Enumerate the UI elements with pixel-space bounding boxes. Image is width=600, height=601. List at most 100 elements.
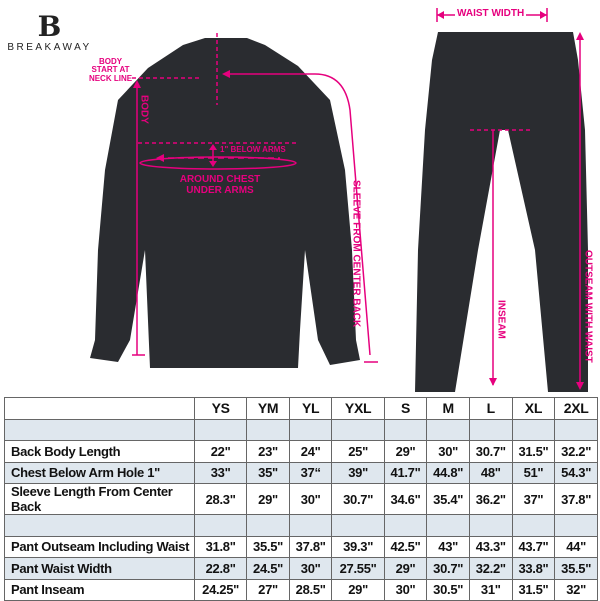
logo-text: BREAKAWAY	[7, 42, 92, 53]
measurement-cell: 30"	[288, 483, 333, 515]
measurement-cell	[246, 418, 290, 441]
measurement-cell: 27.55"	[331, 557, 385, 580]
measurement-cell: 35.5"	[554, 557, 598, 580]
size-header: YS	[193, 397, 248, 420]
row-label	[4, 514, 195, 537]
label-inseam: INSEAM	[495, 300, 507, 339]
measurement-cell	[193, 418, 248, 441]
measurement-cell: 37"	[511, 483, 556, 515]
measurement-cell: 25"	[331, 440, 385, 463]
pants-image	[415, 32, 588, 392]
measurement-cell	[426, 514, 470, 537]
row-label: Pant Inseam	[4, 578, 195, 601]
jacket-image	[90, 38, 360, 368]
size-chart-table: YS YM YL YXL S M L XL 2XL Back Body Length 22" 23"…	[4, 397, 598, 601]
measurement-cell: 33"	[193, 461, 248, 484]
measurement-cell	[468, 418, 513, 441]
measurement-cell	[511, 418, 556, 441]
measurement-cell: 29"	[383, 557, 428, 580]
measurement-cell: 54.3"	[554, 461, 598, 484]
measurement-cell: 44"	[554, 535, 598, 558]
measurement-cell: 30.7"	[331, 483, 385, 515]
measurement-cell: 29"	[246, 483, 290, 515]
table-row: Pant Waist Width 22.8" 24.5" 30" 27.55" 29" 30…	[4, 557, 598, 580]
measurement-cell	[426, 418, 470, 441]
row-label: Pant Waist Width	[4, 557, 195, 580]
measurement-cell: 39"	[331, 461, 385, 484]
measurement-cell: 31.8"	[193, 535, 248, 558]
size-header: L	[468, 397, 513, 420]
measurement-cell: 42.5"	[383, 535, 428, 558]
measurement-cell: 24.5"	[246, 557, 290, 580]
measurement-cell: 41.7"	[383, 461, 428, 484]
measurement-cell: 51"	[511, 461, 556, 484]
label-below-arms: 1" BELOW ARMS	[220, 145, 286, 154]
measurement-cell: 37.8"	[554, 483, 598, 515]
measurement-cell: 24"	[288, 440, 333, 463]
measurement-cell: 43.3"	[468, 535, 513, 558]
size-header-row: YS YM YL YXL S M L XL 2XL	[4, 397, 598, 420]
measurement-cell: 32.2"	[468, 557, 513, 580]
measurement-cell: 34.6"	[383, 483, 428, 515]
measurement-cell: 37“	[288, 461, 333, 484]
label-body-start: BODY START AT NECK LINE	[88, 57, 133, 83]
row-label: Sleeve Length From Center Back	[4, 483, 195, 515]
size-header: YL	[288, 397, 333, 420]
row-label: Chest Below Arm Hole 1"	[4, 461, 195, 484]
table-row: Sleeve Length From Center Back 28.3" 29" 30…	[4, 483, 598, 515]
measurement-cell: 28.5"	[288, 578, 333, 601]
table-row: Pant Outseam Including Waist 31.8" 35.5" 37…	[4, 535, 598, 558]
measurement-cell: 37.8"	[288, 535, 333, 558]
table-row: Pant Inseam 24.25" 27" 28.5" 29" 30" 30.5" 31" 3…	[4, 578, 598, 601]
measurement-cell	[383, 514, 428, 537]
measurement-cell: 22"	[193, 440, 248, 463]
size-header: YM	[246, 397, 290, 420]
measurement-cell: 44.8"	[426, 461, 470, 484]
row-label: Pant Outseam Including Waist	[4, 535, 195, 558]
measurement-cell	[331, 514, 385, 537]
size-header: 2XL	[554, 397, 598, 420]
arrowheads	[133, 11, 584, 390]
measurement-cell: 33.8"	[511, 557, 556, 580]
size-header: M	[426, 397, 470, 420]
corner-cell	[4, 397, 195, 420]
table-row	[4, 418, 598, 441]
measurement-cell: 48"	[468, 461, 513, 484]
row-label	[4, 418, 195, 441]
measurement-cell	[468, 514, 513, 537]
measurement-cell: 28.3"	[193, 483, 248, 515]
measurement-cell: 32"	[554, 578, 598, 601]
measurement-cell	[193, 514, 248, 537]
measurement-cell	[331, 418, 385, 441]
label-outseam: OUTSEAM WITH WAIST	[582, 250, 594, 363]
brand-logo: B BREAKAWAY	[7, 10, 92, 54]
measurement-cell	[554, 514, 598, 537]
label-body: BODY	[138, 95, 150, 124]
size-header: YXL	[331, 397, 385, 420]
measurement-cell: 31"	[468, 578, 513, 601]
measurement-cell	[288, 514, 333, 537]
measurement-cell: 30"	[383, 578, 428, 601]
measurement-cell: 43"	[426, 535, 470, 558]
measurement-cell: 29"	[331, 578, 385, 601]
measurement-cell: 35.5"	[246, 535, 290, 558]
measurement-cell	[288, 418, 333, 441]
measurement-cell: 29"	[383, 440, 428, 463]
measurement-cell: 43.7"	[511, 535, 556, 558]
measurement-cell: 30.7"	[468, 440, 513, 463]
measurement-cell	[246, 514, 290, 537]
table-row	[4, 514, 598, 537]
measurement-cell: 39.3"	[331, 535, 385, 558]
measurement-cell: 23"	[246, 440, 290, 463]
garment-illustration	[90, 8, 588, 392]
measurement-cell: 31.5"	[511, 578, 556, 601]
logo-mark: B	[37, 10, 62, 43]
label-sleeve: SLEEVE FROM CENTER BACK	[350, 180, 362, 328]
measurement-cell: 36.2"	[468, 483, 513, 515]
measurement-cell: 22.8"	[193, 557, 248, 580]
measurement-cell: 30"	[426, 440, 470, 463]
measurement-cell: 30.7"	[426, 557, 470, 580]
size-header: S	[383, 397, 428, 420]
measurement-cell: 35"	[246, 461, 290, 484]
measurement-cell: 35.4"	[426, 483, 470, 515]
